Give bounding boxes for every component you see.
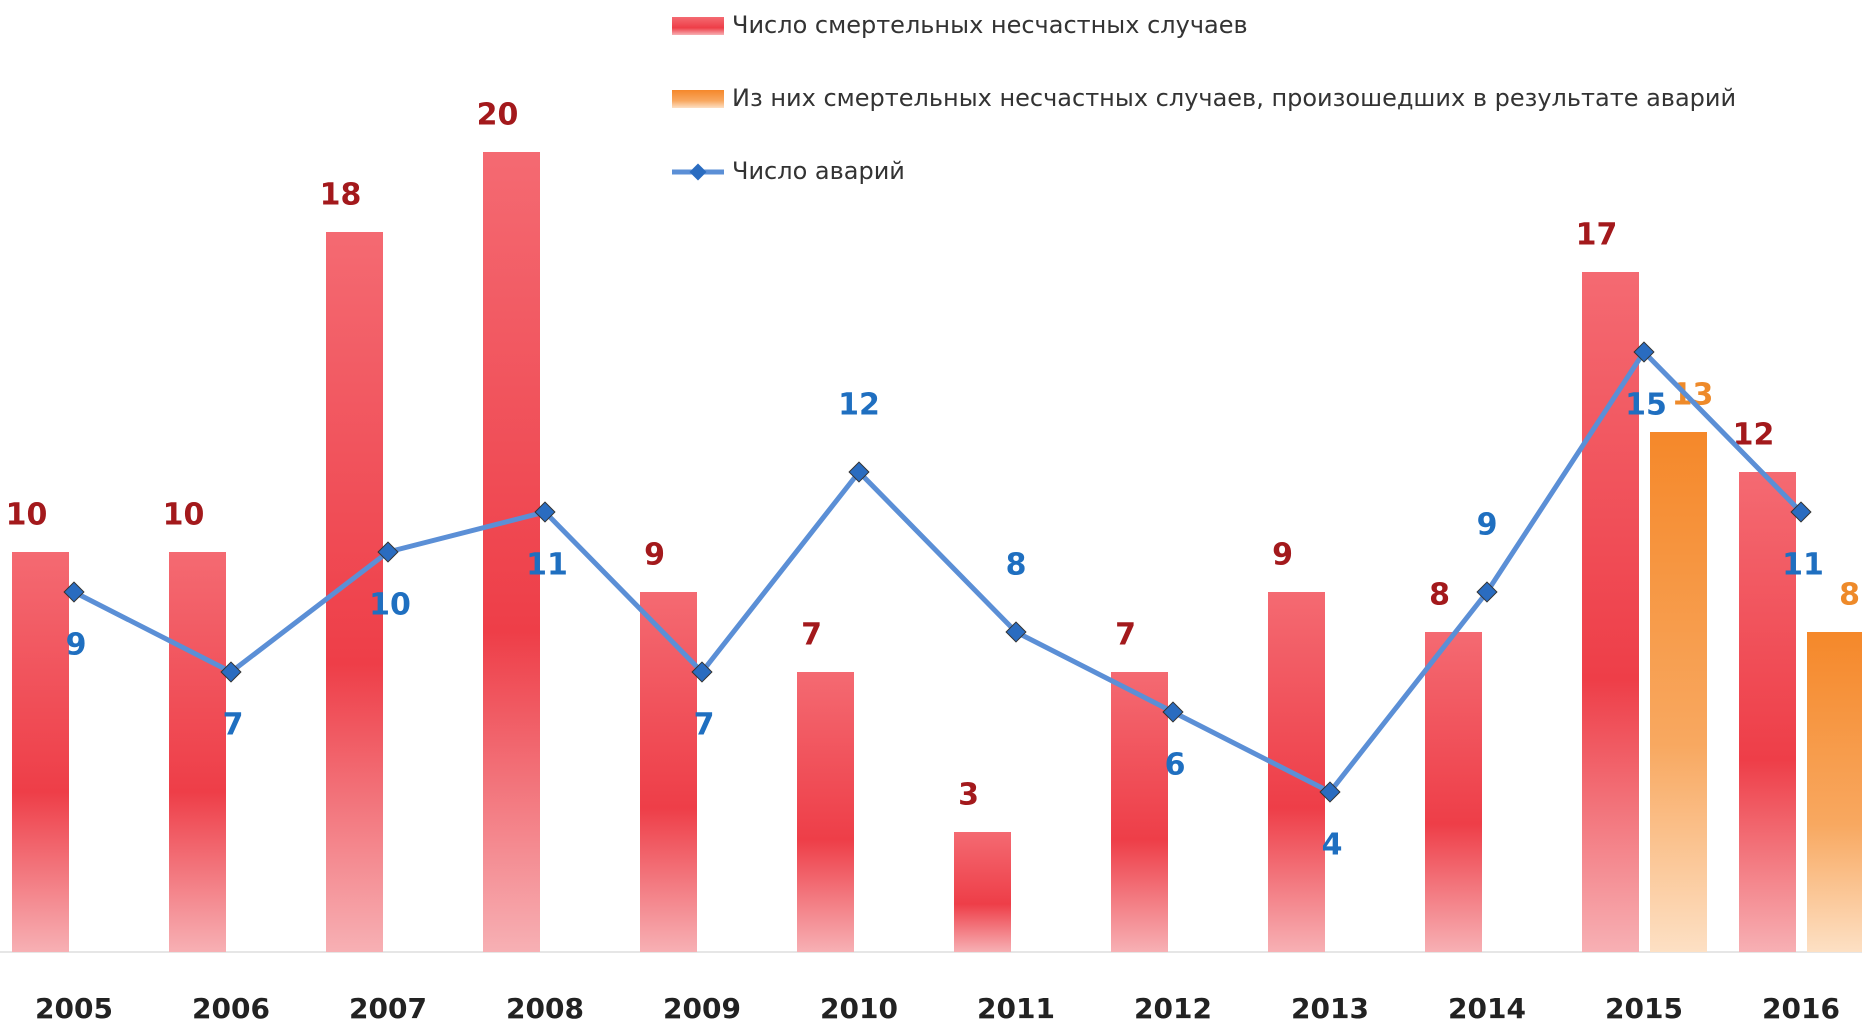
x-tick-label: 2012 [1134,992,1212,1025]
line-marker [848,461,870,483]
legend-swatch [672,17,724,35]
line [72,349,1803,795]
line-marker [1476,581,1498,603]
bar [1425,632,1482,952]
x-tick-label: 2011 [977,992,1055,1025]
bar [1807,632,1862,952]
data-label: 4 [1322,828,1343,863]
data-label: 15 [1625,388,1667,423]
data-label: 20 [477,98,519,133]
line-marker [1005,621,1027,643]
bar [12,552,69,952]
line-marker [63,581,85,603]
data-label: 10 [6,498,48,533]
data-label: 6 [1165,748,1186,783]
data-label: 3 [958,778,979,813]
data-label: 17 [1576,218,1618,253]
data-label: 12 [838,388,880,423]
data-label: 8 [1006,548,1027,583]
legend-marker [689,163,707,181]
data-label: 9 [1272,538,1293,573]
data-label: 18 [320,178,362,213]
data-label: 7 [223,708,244,743]
legend-label: Число смертельных несчастных случаев [732,11,1248,39]
data-label: 13 [1672,378,1714,413]
data-label: 10 [163,498,205,533]
bar [1268,592,1325,952]
x-tick-label: 2007 [349,992,427,1025]
data-label: 7 [694,708,715,743]
bar [1739,472,1796,952]
bar [169,552,226,952]
bar [954,832,1011,952]
data-label: 9 [66,628,87,663]
data-label: 9 [644,538,665,573]
line-marker [1790,501,1812,523]
bar [1111,672,1168,952]
data-label: 7 [1115,618,1136,653]
x-tick-label: 2009 [663,992,741,1025]
x-tick-label: 2014 [1448,992,1526,1025]
x-tick-label: 2015 [1605,992,1683,1025]
bar [640,592,697,952]
line-marker [691,661,713,683]
x-tick-label: 2016 [1762,992,1840,1025]
x-tick-label: 2008 [506,992,584,1025]
line-marker [1633,341,1655,363]
data-label: 8 [1839,578,1860,613]
data-label: 9 [1477,508,1498,543]
legend-label: Из них смертельных несчастных случаев, п… [732,84,1736,112]
line-marker [1162,701,1184,723]
line-marker [377,541,399,563]
x-tick-label: 2013 [1291,992,1369,1025]
bar [1650,432,1707,952]
x-tick-label: 2010 [820,992,898,1025]
data-label: 10 [369,588,411,623]
line-marker [534,501,556,523]
data-label: 8 [1429,578,1450,613]
data-label: 11 [1782,548,1824,583]
legend-label: Число аварий [732,157,905,185]
legend-swatch [672,90,724,108]
data-label: 11 [526,548,568,583]
line-marker [220,661,242,683]
x-tick-label: 2005 [35,992,113,1025]
bar [483,152,540,952]
x-tick-label: 2006 [192,992,270,1025]
bar [797,672,854,952]
data-label: 7 [801,618,822,653]
line-marker [1319,781,1341,803]
bar [1582,272,1639,952]
